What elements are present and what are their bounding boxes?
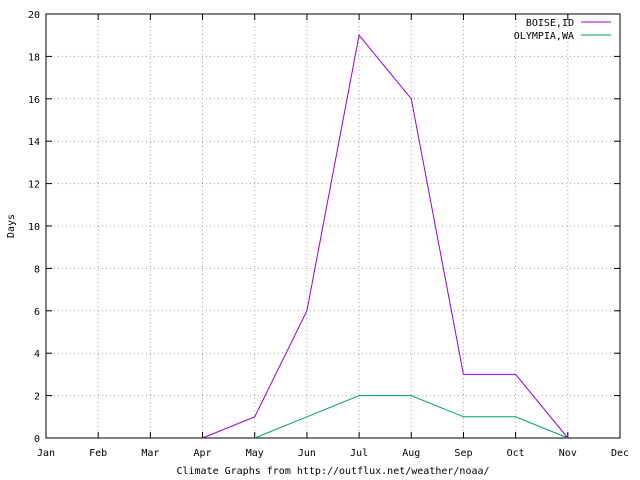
y-tick-label: 4 (34, 349, 40, 360)
plot-frame (45, 13, 621, 439)
x-tick-label: Dec (611, 448, 629, 459)
x-tick-label: Sep (454, 448, 472, 459)
y-tick-label: 10 (28, 222, 40, 233)
y-tick-label: 6 (34, 307, 40, 318)
series-line-boise-id (202, 34, 569, 439)
y-tick-label: 14 (28, 137, 40, 148)
x-tick-label: Oct (507, 448, 525, 459)
y-tick-label: 12 (28, 180, 40, 191)
y-tick-label: 2 (34, 392, 40, 403)
y-tick-label: 18 (28, 52, 40, 63)
x-tick-label: May (246, 448, 264, 459)
x-tick-label: Nov (559, 448, 577, 459)
x-tick-label: Aug (402, 448, 420, 459)
x-tick-label: Feb (89, 448, 107, 459)
series-line-olympia-wa (254, 395, 569, 439)
y-axis-label: Days (6, 214, 17, 238)
grid (46, 14, 620, 438)
x-tick-label: Apr (194, 448, 212, 459)
x-tick-label: Jul (350, 448, 368, 459)
x-tick-label: Jan (37, 448, 55, 459)
x-axis-label: Climate Graphs from http://outflux.net/w… (176, 466, 489, 477)
x-tick-label: Jun (298, 448, 316, 459)
legend: BOISE,ID OLYMPIA,WA (514, 18, 611, 42)
legend-label: BOISE,ID (526, 18, 574, 29)
y-tick-label: 8 (34, 264, 40, 275)
y-tick-label: 0 (34, 434, 40, 445)
legend-label: OLYMPIA,WA (514, 31, 574, 42)
y-tick-label: 16 (28, 95, 40, 106)
y-tick-label: 20 (28, 10, 40, 21)
axis-ticks: 0 2 4 6 8 10 12 14 16 18 20 Jan Feb Mar Apr May Jun Jul Au… (28, 10, 629, 459)
x-tick-label: Mar (141, 448, 159, 459)
series-lines (202, 34, 569, 439)
